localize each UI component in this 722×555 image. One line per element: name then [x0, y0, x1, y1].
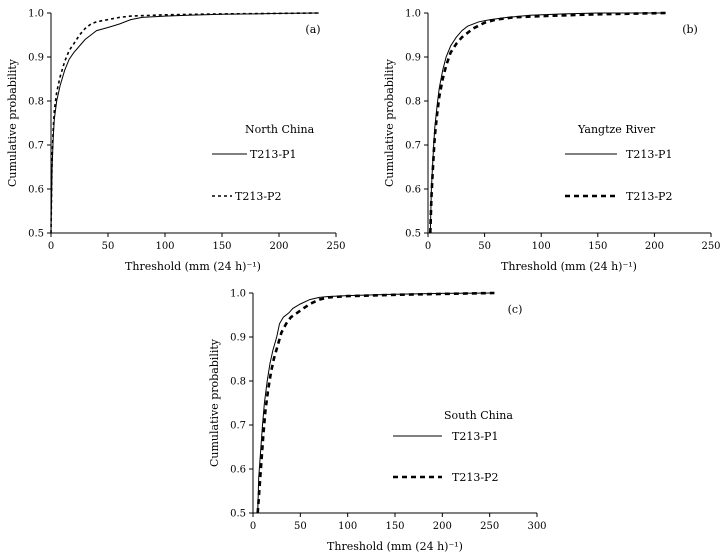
panel-label: (b): [682, 23, 698, 36]
y-tick-label: 0.9: [28, 53, 44, 64]
y-tick-label: 0.5: [405, 229, 421, 240]
region-label: North China: [245, 123, 315, 136]
y-tick-label: 0.9: [230, 333, 246, 344]
y-tick-label: 0.5: [28, 229, 44, 240]
y-axis-title: Cumulative probability: [383, 58, 396, 187]
series-line-p2: [429, 11, 666, 234]
x-tick-label: 150: [212, 241, 231, 252]
y-tick-label: 0.8: [28, 97, 44, 108]
x-tick-label: 50: [478, 241, 491, 252]
legend-label-p2: T213-P2: [626, 190, 672, 203]
x-tick-label: 100: [338, 521, 357, 532]
y-tick-label: 1.0: [28, 9, 44, 20]
x-tick-label: 100: [155, 241, 174, 252]
legend: T213-P1 T213-P2: [212, 148, 296, 203]
x-tick-label: 200: [645, 241, 664, 252]
y-axis-title: Cumulative probability: [208, 338, 221, 467]
x-tick-label: 0: [425, 241, 431, 252]
region-label: Yangtze River: [577, 123, 656, 136]
legend: T213-P1 T213-P2: [393, 430, 498, 484]
chart-panel-a: 0.5 0.6 0.7 0.8 0.9 1.0 0 50 100 150 200 250 (a) Nort…: [6, 9, 346, 274]
y-tick-label: 0.6: [28, 185, 44, 196]
y-tick-label: 0.9: [405, 53, 421, 64]
series-line-p1: [50, 12, 319, 234]
x-tick-label: 50: [294, 521, 307, 532]
x-tick-label: 300: [527, 521, 546, 532]
x-tick-label: 200: [433, 521, 452, 532]
region-label: South China: [444, 409, 513, 422]
y-tick-label: 0.7: [405, 141, 421, 152]
y-tick-label: 0.6: [405, 185, 421, 196]
legend-label-p2: T213-P2: [235, 190, 281, 203]
y-tick-label: 0.7: [230, 421, 246, 432]
x-tick-label: 150: [588, 241, 607, 252]
x-tick-label: 200: [269, 241, 288, 252]
panel-label: (c): [508, 303, 523, 316]
y-tick-label: 0.8: [405, 97, 421, 108]
legend-label-p1: T213-P1: [250, 148, 296, 161]
legend: T213-P1 T213-P2: [565, 148, 672, 203]
legend-label-p2: T213-P2: [452, 471, 498, 484]
legend-label-p1: T213-P1: [452, 430, 498, 443]
y-tick-label: 0.8: [230, 377, 246, 388]
y-tick-label: 1.0: [405, 9, 421, 20]
x-tick-label: 250: [701, 241, 720, 252]
x-axis-title: Threshold (mm (24 h)⁻¹): [125, 260, 261, 273]
chart-panel-b: 0.5 0.6 0.7 0.8 0.9 1.0 0 50 100 150 200 250 (b) Yang…: [383, 9, 721, 274]
y-tick-label: 1.0: [230, 289, 246, 300]
y-axis-title: Cumulative probability: [6, 58, 19, 187]
x-tick-label: 150: [385, 521, 404, 532]
x-tick-label: 250: [480, 521, 499, 532]
series-line-p2: [256, 291, 495, 514]
x-tick-label: 50: [102, 241, 115, 252]
x-axis-title: Threshold (mm (24 h)⁻¹): [327, 540, 463, 553]
x-tick-label: 0: [250, 521, 256, 532]
x-tick-label: 100: [532, 241, 551, 252]
x-axis-title: Threshold (mm (24 h)⁻¹): [501, 260, 637, 273]
chart-panel-c: 0.5 0.6 0.7 0.8 0.9 1.0 0 50 100 150 200 250 300 (c) S…: [208, 289, 547, 554]
y-tick-label: 0.5: [230, 509, 246, 520]
x-tick-label: 250: [326, 241, 345, 252]
x-tick-label: 0: [48, 241, 54, 252]
series-line-p2: [50, 12, 319, 234]
panel-label: (a): [305, 23, 320, 36]
y-tick-label: 0.6: [230, 465, 246, 476]
y-tick-label: 0.7: [28, 141, 44, 152]
legend-label-p1: T213-P1: [626, 148, 672, 161]
